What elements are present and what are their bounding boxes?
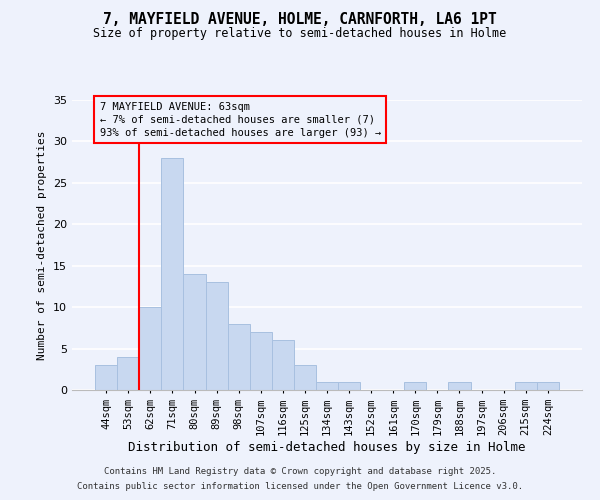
Text: Contains public sector information licensed under the Open Government Licence v3: Contains public sector information licen… bbox=[77, 482, 523, 491]
Bar bbox=[117, 357, 139, 390]
Bar bbox=[404, 382, 427, 390]
Bar bbox=[139, 307, 161, 390]
Bar bbox=[272, 340, 294, 390]
Bar bbox=[448, 382, 470, 390]
Y-axis label: Number of semi-detached properties: Number of semi-detached properties bbox=[37, 130, 47, 360]
Bar bbox=[227, 324, 250, 390]
Text: Contains HM Land Registry data © Crown copyright and database right 2025.: Contains HM Land Registry data © Crown c… bbox=[104, 467, 496, 476]
Bar bbox=[161, 158, 184, 390]
Bar bbox=[294, 365, 316, 390]
Bar bbox=[537, 382, 559, 390]
Text: Size of property relative to semi-detached houses in Holme: Size of property relative to semi-detach… bbox=[94, 28, 506, 40]
Bar bbox=[206, 282, 227, 390]
Text: 7, MAYFIELD AVENUE, HOLME, CARNFORTH, LA6 1PT: 7, MAYFIELD AVENUE, HOLME, CARNFORTH, LA… bbox=[103, 12, 497, 28]
Bar bbox=[338, 382, 360, 390]
Bar bbox=[184, 274, 206, 390]
Text: 7 MAYFIELD AVENUE: 63sqm
← 7% of semi-detached houses are smaller (7)
93% of sem: 7 MAYFIELD AVENUE: 63sqm ← 7% of semi-de… bbox=[100, 102, 381, 138]
X-axis label: Distribution of semi-detached houses by size in Holme: Distribution of semi-detached houses by … bbox=[128, 440, 526, 454]
Bar bbox=[515, 382, 537, 390]
Bar bbox=[95, 365, 117, 390]
Bar bbox=[250, 332, 272, 390]
Bar bbox=[316, 382, 338, 390]
